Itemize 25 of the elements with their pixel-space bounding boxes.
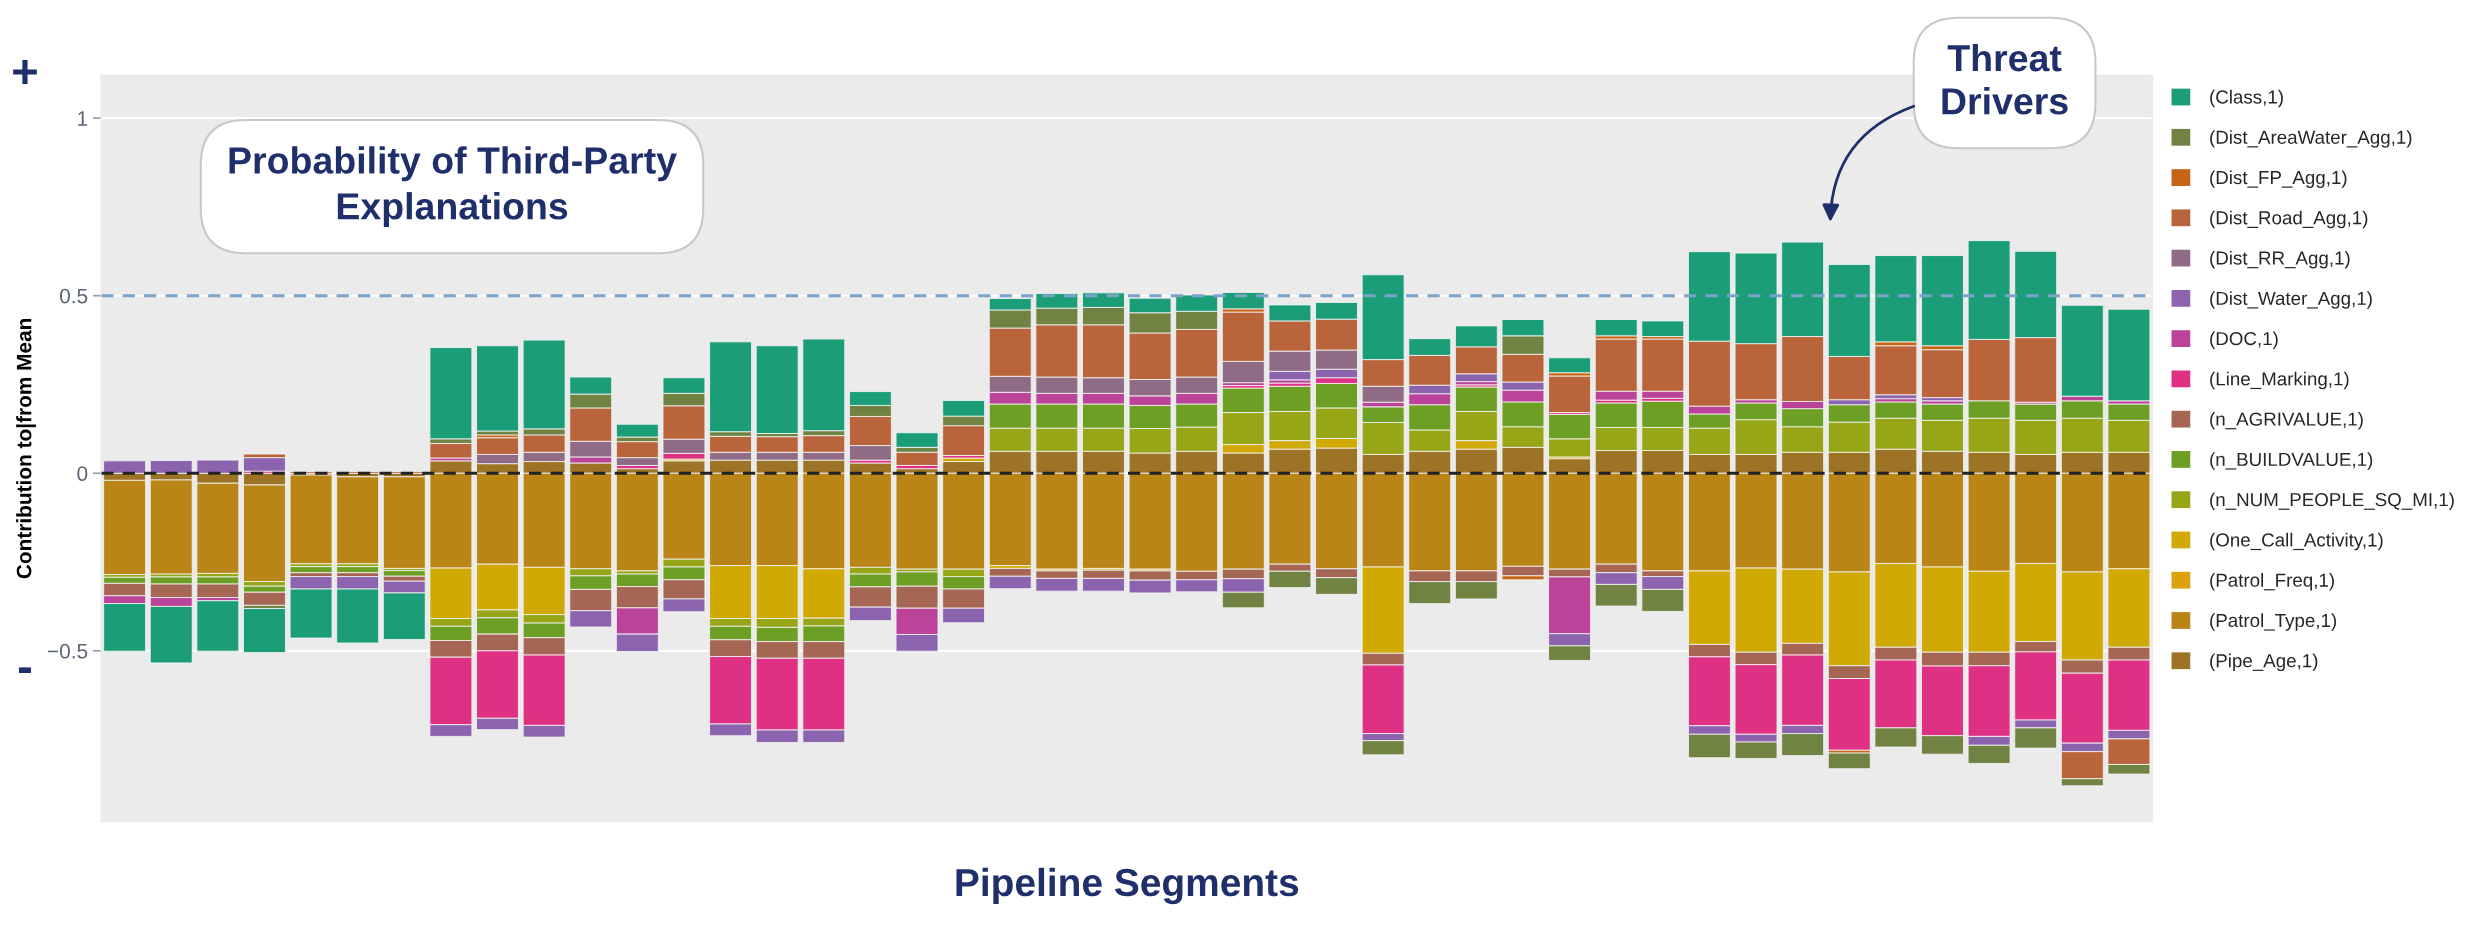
x-axis-title: Pipeline Segments bbox=[956, 867, 1299, 905]
text: - bbox=[18, 667, 31, 674]
text: + bbox=[13, 60, 37, 85]
legend-label: (One_Call_Activity,1) bbox=[2210, 532, 2383, 551]
legend-label: (Dist_Water_Agg,1) bbox=[2210, 291, 2372, 309]
y-tick-label: −0.5 bbox=[48, 643, 88, 659]
legend-label: (Patrol_Freq,1) bbox=[2210, 573, 2334, 591]
legend-label: (DOC,1) bbox=[2210, 331, 2278, 349]
legend-label: (n_NUM_PEOPLE_SQ_MI,1) bbox=[2210, 492, 2454, 510]
legend-label: (Line_Marking,1) bbox=[2210, 371, 2349, 390]
legend-label: (Patrol_Type,1) bbox=[2210, 613, 2337, 631]
y-tick-label: 0.5 bbox=[59, 288, 88, 304]
legend-label: (Dist_AreaWater_Agg,1) bbox=[2210, 130, 2412, 148]
legend-label: (n_AGRIVALUE,1) bbox=[2210, 411, 2363, 430]
legend-label: (Class,1) bbox=[2210, 89, 2283, 108]
legend-label: (Dist_RR_Agg,1) bbox=[2210, 250, 2350, 269]
legend-label: (n_BUILDVALUE,1) bbox=[2210, 452, 2373, 470]
y-axis-title: Contribution to|from Mean bbox=[16, 318, 36, 579]
text: Probability of Third-Party Explanations bbox=[229, 146, 677, 228]
annotation: Threat Drivers bbox=[1942, 43, 2068, 115]
y-tick-label: 1 bbox=[78, 111, 88, 126]
legend-label: (Pipe_Age,1) bbox=[2210, 653, 2318, 672]
legend-label: (Dist_Road_Agg,1) bbox=[2210, 210, 2368, 229]
legend-label: (Dist_FP_Agg,1) bbox=[2210, 170, 2347, 188]
y-tick-label: 0 bbox=[77, 466, 88, 482]
